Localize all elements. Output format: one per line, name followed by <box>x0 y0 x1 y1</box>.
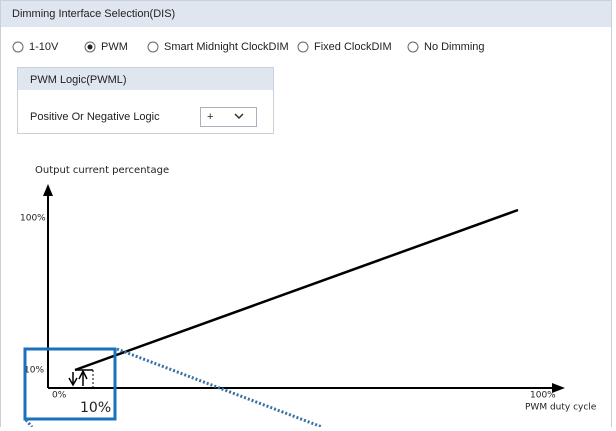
y-axis-label: Output current percentage <box>35 165 169 176</box>
select-arrow[interactable] <box>234 113 244 120</box>
zoom-label: 10% <box>80 400 111 416</box>
subpanel-header <box>18 68 273 90</box>
radio-label[interactable]: No Dimming <box>424 41 485 53</box>
radio-label[interactable]: PWM <box>101 41 128 53</box>
zoom-lead <box>24 419 34 428</box>
radio-group: 1-10V PWM Smart Midnight ClockDIM Fixed Clo… <box>12 41 485 53</box>
response-line <box>74 208 519 372</box>
y-low-label: 10% <box>24 366 44 376</box>
radio-label[interactable]: Smart Midnight ClockDIM <box>164 41 289 53</box>
x-end-label: 100% <box>530 391 556 401</box>
select[interactable]: + <box>200 107 257 127</box>
panel-title: Dimming Interface Selection(DIS) <box>12 8 175 20</box>
zoom-box <box>23 347 117 421</box>
up-arrow <box>78 369 88 386</box>
zoom-lead <box>116 347 323 429</box>
radio[interactable] <box>407 41 419 53</box>
select-value[interactable]: + <box>207 111 213 123</box>
field-label: Positive Or Negative Logic <box>30 111 160 123</box>
y-top-label: 100% <box>20 214 46 224</box>
radio[interactable] <box>147 41 159 53</box>
y-arrow <box>43 184 53 196</box>
x-axis-label: PWM duty cycle <box>525 403 597 413</box>
panel-header <box>1 1 611 27</box>
select-box[interactable] <box>200 107 257 127</box>
x-arrow <box>552 383 565 393</box>
radio-dot[interactable] <box>87 44 93 50</box>
diagram: Output current percentage 100% 10% 0% 10… <box>20 165 597 429</box>
down-arrow <box>68 372 78 387</box>
radio-label[interactable]: Fixed ClockDIM <box>314 41 392 53</box>
radio[interactable] <box>12 41 24 53</box>
radio[interactable] <box>297 41 309 53</box>
subpanel-title: PWM Logic(PWML) <box>30 74 127 86</box>
radio-label[interactable]: 1-10V <box>29 41 59 53</box>
x-origin-label: 0% <box>52 391 67 401</box>
